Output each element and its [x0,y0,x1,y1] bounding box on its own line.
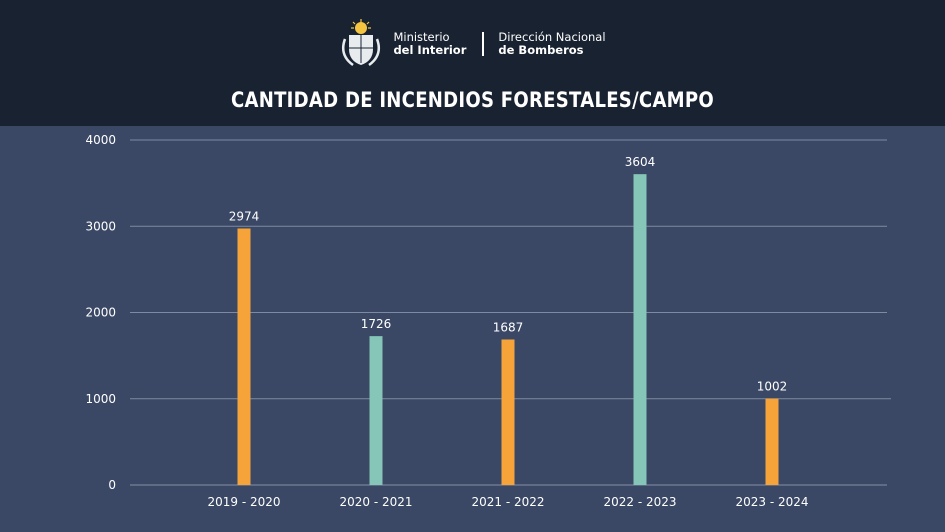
x-tick-label: 2022 - 2023 [603,495,676,509]
bar [501,339,515,485]
y-tick-label: 0 [108,478,116,492]
chart-title: CANTIDAD DE INCENDIOS FORESTALES/CAMPO [230,88,715,112]
logo-row: Ministerio del Interior Dirección Nacion… [0,18,945,70]
bomberos-block: Dirección Nacional de Bomberos [498,31,605,57]
org-left-line2: del Interior [393,43,467,57]
y-tick-label: 2000 [85,306,116,320]
x-tick-label: 2020 - 2021 [339,495,412,509]
bar [765,398,779,485]
bar [237,228,251,485]
data-label: 2974 [229,209,260,223]
ministerio-block: Ministerio del Interior [393,31,466,57]
data-label: 3604 [625,155,656,169]
x-tick-label: 2023 - 2024 [735,495,808,509]
header-divider [482,32,485,56]
data-label: 1002 [757,380,788,394]
data-label: 1726 [361,317,392,331]
bar [633,174,647,485]
org-right-line1: Dirección Nacional [498,30,606,44]
y-tick-label: 4000 [85,133,116,147]
bar [369,336,383,485]
org-left-line1: Ministerio [393,30,450,44]
y-tick-label: 1000 [85,392,116,406]
org-right-line2: de Bomberos [498,43,584,57]
y-tick-label: 3000 [85,219,116,233]
x-tick-label: 2019 - 2020 [207,495,280,509]
header-banner: Ministerio del Interior Dirección Nacion… [0,0,945,126]
coat-of-arms-icon [342,19,381,67]
data-label: 1687 [493,320,524,334]
x-tick-label: 2021 - 2022 [471,495,544,509]
